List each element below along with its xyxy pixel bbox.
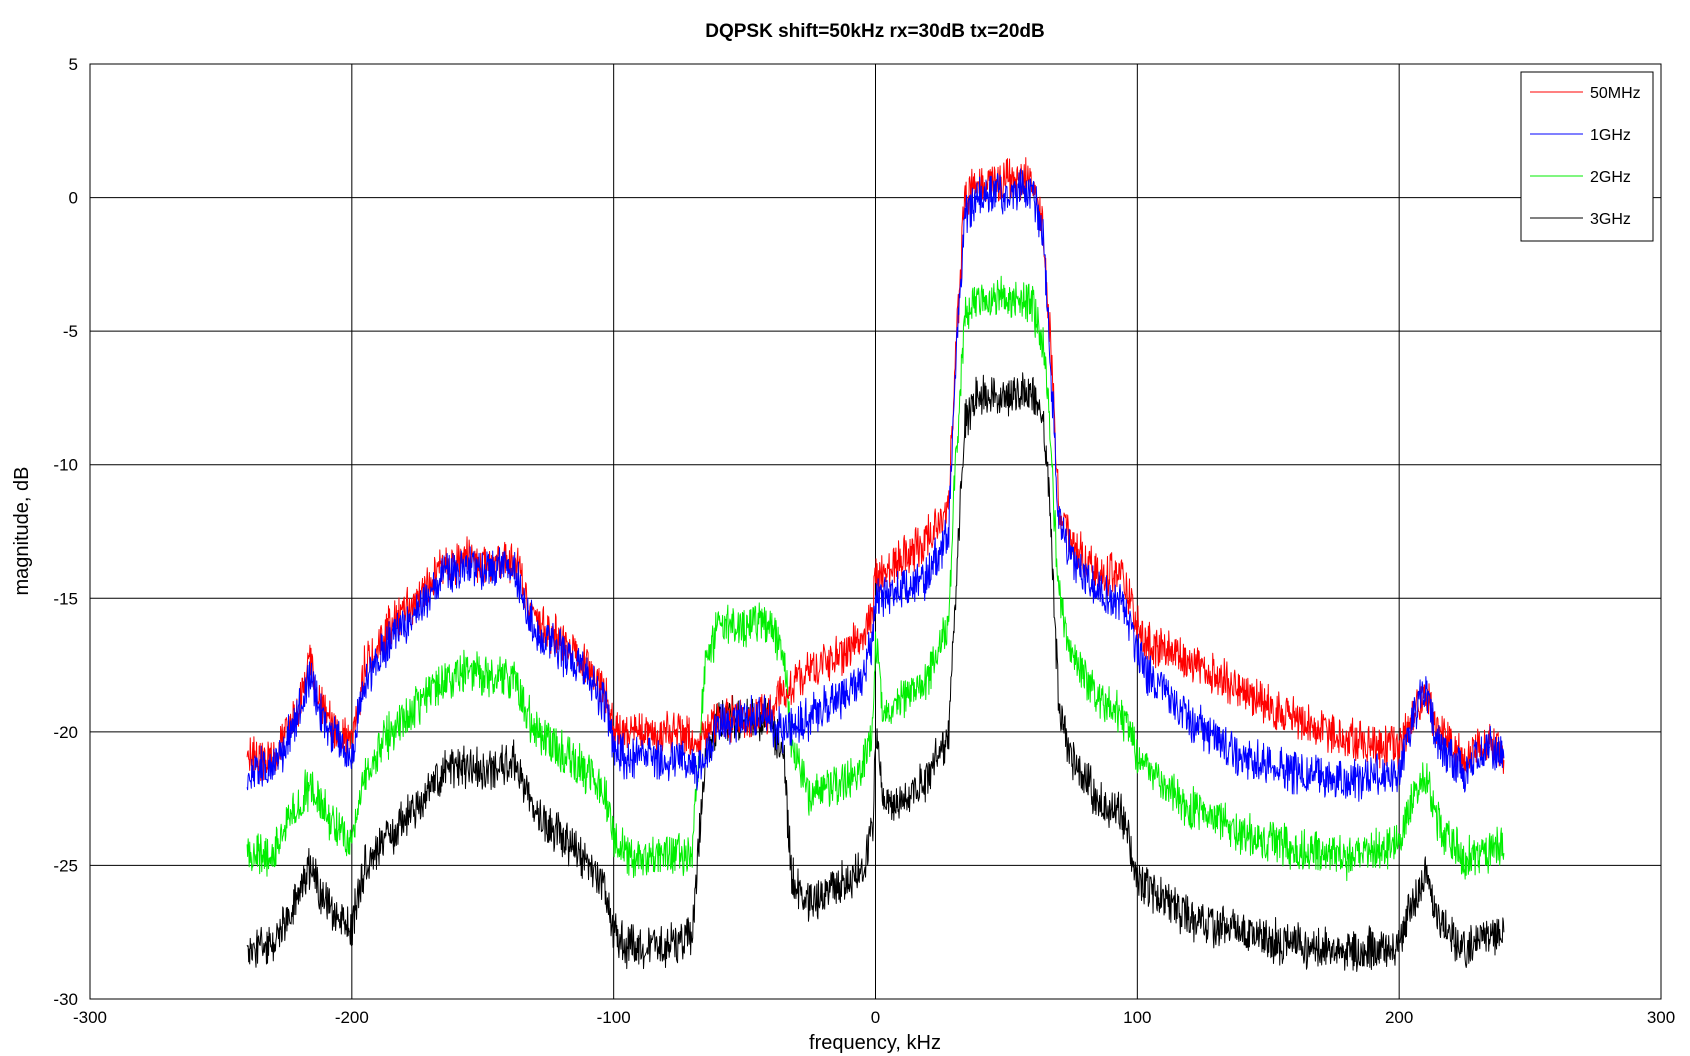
x-axis-title: frequency, kHz	[809, 1032, 941, 1054]
y-tick-label: 0	[69, 189, 78, 208]
legend: 50MHz 1GHz 2GHz 3GHz	[1520, 71, 1654, 242]
y-tick-label: -30	[53, 990, 78, 1009]
series-line-2GHz	[246, 275, 1505, 882]
x-tick-label: 0	[871, 1008, 880, 1027]
y-tick-label: -15	[53, 589, 78, 608]
legend-label: 2GHz	[1590, 169, 1631, 186]
y-tick-label: -5	[63, 322, 78, 341]
y-axis: -30 -25 -20 -15 -10 -5 0 5	[53, 55, 78, 1009]
y-tick-label: -10	[53, 456, 78, 475]
y-tick-label: 5	[69, 55, 78, 74]
series-line-3GHz	[246, 372, 1505, 972]
x-tick-label: 300	[1647, 1008, 1675, 1027]
plot-frame	[89, 63, 1662, 1000]
series-line-1GHz	[246, 168, 1505, 802]
x-axis: -300 -200 -100 0 100 200 300	[73, 1008, 1675, 1027]
legend-label: 1GHz	[1590, 127, 1631, 144]
legend-label: 3GHz	[1590, 211, 1631, 228]
x-tick-label: -200	[335, 1008, 369, 1027]
legend-box	[1520, 71, 1654, 242]
y-tick-label: -20	[53, 723, 78, 742]
y-axis-title: magnitude, dB	[11, 467, 33, 596]
chart-title: DQPSK shift=50kHz rx=30dB tx=20dB	[705, 21, 1045, 42]
x-tick-label: -300	[73, 1008, 107, 1027]
x-tick-label: -100	[597, 1008, 631, 1027]
x-tick-label: 200	[1385, 1008, 1413, 1027]
y-tick-label: -25	[53, 856, 78, 875]
grid-lines	[90, 64, 1661, 999]
series-layer	[246, 157, 1505, 972]
x-tick-label: 100	[1123, 1008, 1151, 1027]
legend-label: 50MHz	[1590, 85, 1641, 102]
